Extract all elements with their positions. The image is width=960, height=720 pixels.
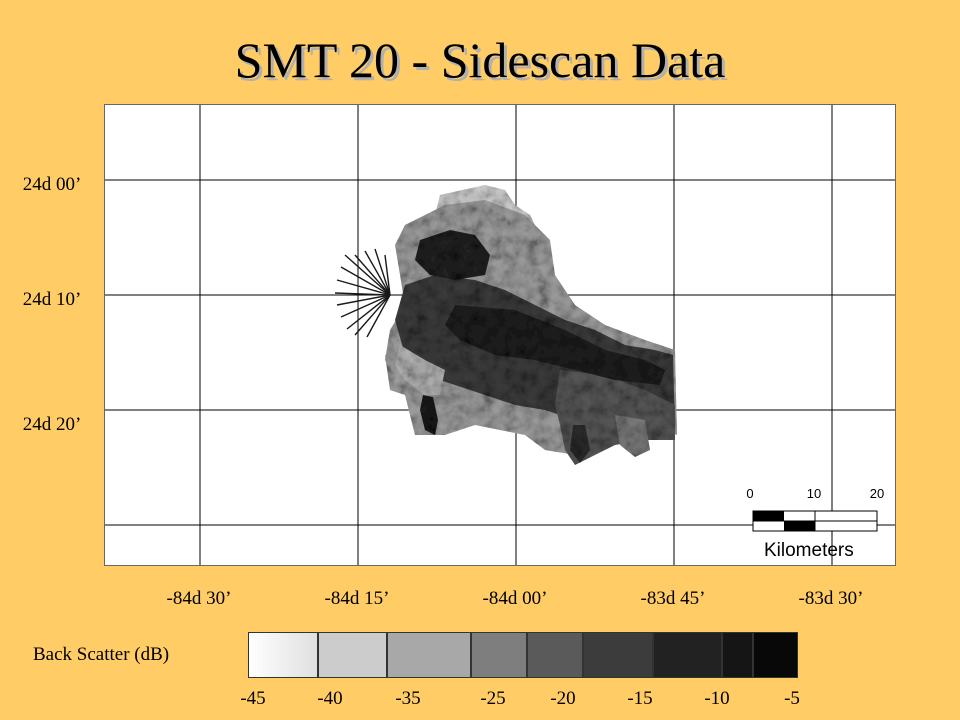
longitude-label: -83d 30’ <box>798 588 864 609</box>
legend-title: Back Scatter (dB) <box>33 644 170 665</box>
map-canvas <box>105 105 895 565</box>
colorbar-tick-label: -35 <box>395 688 421 709</box>
colorbar-segment <box>723 633 754 677</box>
sidescan-mosaic <box>385 185 677 465</box>
latitude-label: 24d 10’ <box>22 289 82 310</box>
colorbar-segment <box>387 633 473 677</box>
longitude-label: -84d 15’ <box>324 588 390 609</box>
colorbar-tick-label: -45 <box>240 688 266 709</box>
sonar-fan <box>334 248 391 338</box>
colorbar-tick-label: -40 <box>317 688 343 709</box>
scale-tick-label: 20 <box>869 486 885 501</box>
colorbar-tick-label: -10 <box>704 688 730 709</box>
colorbar-tick-label: -15 <box>627 688 653 709</box>
colorbar-segment <box>584 633 654 677</box>
scale-bar-graphic <box>752 510 878 532</box>
colorbar-tick-label: -25 <box>480 688 506 709</box>
colorbar-tick-label: -20 <box>550 688 576 709</box>
backscatter-colorbar <box>248 632 798 678</box>
page-title: SMT 20 - Sidescan Data <box>234 32 726 88</box>
longitude-label: -84d 30’ <box>166 588 232 609</box>
colorbar-segment <box>753 633 798 677</box>
scale-units-label: Kilometers <box>764 540 854 561</box>
longitude-label: -84d 00’ <box>482 588 548 609</box>
longitude-label: -83d 45’ <box>640 588 706 609</box>
colorbar-segment <box>653 633 724 677</box>
sidescan-map[interactable] <box>104 104 896 566</box>
colorbar-tick-label: -5 <box>784 688 800 709</box>
scale-bar: 0 10 20 Kilometers <box>740 484 895 564</box>
colorbar-segment <box>319 633 388 677</box>
colorbar-segment <box>472 633 529 677</box>
latitude-label: 24d 20’ <box>22 414 82 435</box>
colorbar-segment <box>249 633 320 677</box>
latitude-label: 24d 00’ <box>22 174 82 195</box>
scale-tick-label: 0 <box>746 486 754 501</box>
scale-tick-label: 10 <box>806 486 822 501</box>
colorbar-segment <box>528 633 585 677</box>
